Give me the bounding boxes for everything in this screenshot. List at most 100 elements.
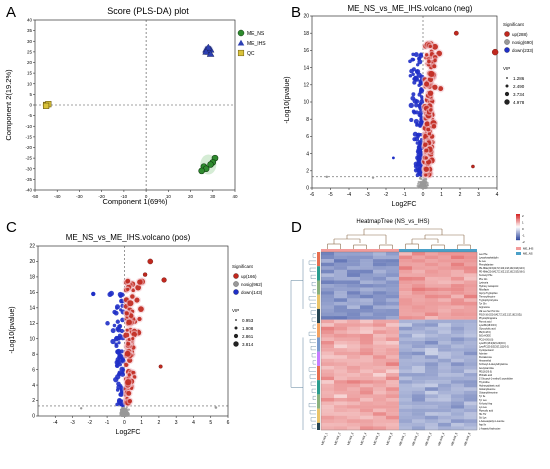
heatmap-cell [347, 380, 361, 384]
heatmap-cell [464, 422, 478, 427]
x-tick-label: 4 [496, 192, 499, 198]
row-label: PE(O-18:0) [479, 332, 491, 334]
vip-size-marker [506, 77, 508, 79]
y-tick-label: 2 [32, 398, 35, 404]
heatmap-cell [321, 305, 335, 310]
heatmap-cell [399, 373, 413, 377]
heatmap-cell [412, 262, 426, 267]
heatmap-cell [464, 401, 478, 406]
panel-c-volcano-pos: C ME_NS_vs_ME_IHS.volcano (pos) -4 -3 -2 -1… [6, 219, 263, 436]
down-point [110, 328, 116, 334]
heatmap-cell [334, 383, 348, 388]
legend-c: Significant up(166) nosig(962) down(143) VIP… [232, 264, 263, 347]
row-cluster-block [317, 351, 320, 366]
down-point [411, 52, 415, 57]
heatmap-cell [399, 276, 413, 281]
heatmap-cell [399, 365, 413, 370]
heatmap-cell [386, 298, 400, 303]
heatmap-cell [438, 380, 452, 384]
heatmap-cell [412, 376, 426, 381]
heatmap-cell [451, 341, 465, 345]
y-tick-label: -5 [28, 113, 32, 118]
heatmap-cell [451, 255, 465, 260]
color-scale-step [516, 237, 520, 239]
heatmap-cell [399, 397, 413, 402]
down-point [110, 338, 116, 345]
heatmap-cell [321, 376, 335, 381]
heatmap-cell [412, 390, 426, 395]
down-point [415, 141, 419, 145]
heatmap-cell [412, 273, 426, 278]
row-label: Tyr Ile [479, 395, 486, 398]
heatmap-cell [399, 412, 413, 416]
heatmap-cell [334, 341, 348, 345]
x-tick-label: -40 [54, 194, 61, 199]
heatmap-cell [373, 287, 387, 292]
row-cluster-block [317, 408, 320, 423]
row-label: Hexamethyl [479, 360, 492, 363]
heatmap-cell [399, 294, 413, 299]
heatmap-cell [347, 419, 361, 424]
heatmap-cell [464, 348, 478, 352]
row-label: LysoPE(18:0/0:0) [479, 325, 497, 327]
heatmap-cell [321, 262, 335, 267]
heatmap-cell [347, 351, 361, 356]
heatmap-cell [399, 298, 413, 303]
down-point [414, 103, 419, 108]
y-tick-label: -20 [25, 145, 32, 150]
heatmap-cell [334, 319, 348, 324]
heatmap-cell [373, 298, 387, 303]
heatmap-cell [334, 291, 348, 295]
heatmap-cell [321, 358, 335, 363]
heatmap-cell [360, 262, 374, 267]
heatmap-cell [464, 412, 478, 416]
heatmap-cell [425, 262, 439, 267]
heatmap-cell [438, 262, 452, 267]
x-tick-label: -6 [310, 192, 315, 198]
y-tick-label: 20 [27, 60, 33, 65]
down-point [116, 399, 123, 405]
legend-title: Significant [232, 264, 254, 269]
heatmap-cell [451, 308, 465, 313]
heatmap-cell [425, 298, 439, 303]
row-label: Adenine [479, 353, 488, 356]
heatmap-cell [360, 294, 374, 299]
heatmap-cell [334, 316, 348, 320]
up-point [427, 90, 434, 96]
heatmap-cell [464, 294, 478, 299]
heatmap-cell [386, 319, 400, 324]
heatmap-cell [373, 284, 387, 288]
heatmap-cell [334, 422, 348, 427]
heatmap-cell [399, 344, 413, 349]
row-label: Asp Ile [479, 424, 487, 427]
row-label: Tryptophyl-Glycine [479, 299, 499, 302]
heatmap-cell [451, 401, 465, 406]
nosig-point [417, 182, 420, 186]
heatmap-cell [373, 380, 387, 384]
heatmap-cell [334, 387, 348, 392]
heatmap-cell [438, 394, 452, 399]
heatmap-cell [321, 362, 335, 367]
heatmap-cell [360, 415, 374, 420]
chart-title-b: ME_NS_vs_ME_IHS.volcano (neg) [348, 4, 473, 13]
up-point [433, 58, 437, 63]
y-tick-label: 8 [32, 352, 35, 358]
heatmap-cell [321, 308, 335, 313]
heatmap-cell [412, 412, 426, 416]
x-tick-label: -1 [105, 420, 110, 426]
heatmap-cell [347, 390, 361, 395]
heatmap-cell [464, 344, 478, 349]
column-label: ME-IHS_5 [450, 432, 459, 447]
row-cluster-block [317, 266, 320, 281]
heatmap-cell [425, 294, 439, 299]
heatmap-cell [347, 337, 361, 342]
color-scale-label: -2 [522, 240, 525, 244]
heatmap-cell [386, 373, 400, 377]
up-point [126, 390, 132, 396]
heatmap-cell [360, 280, 374, 285]
heatmap-cell [386, 284, 400, 288]
color-scale-step [516, 221, 520, 224]
heatmap-cell [373, 330, 387, 335]
column-label: ME-IHS_6 [463, 432, 472, 447]
heatmap-cell [373, 397, 387, 402]
